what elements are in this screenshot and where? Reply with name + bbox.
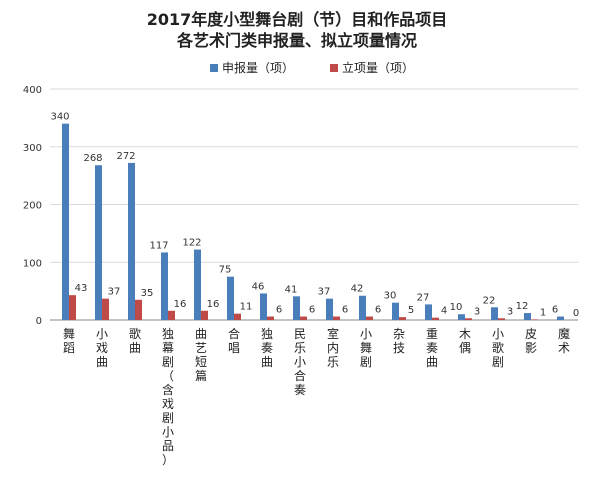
x-tick-label: 魔术 (558, 326, 570, 355)
data-label: 41 (285, 284, 298, 295)
bar-approved (267, 316, 274, 320)
data-label: 16 (207, 299, 220, 310)
data-label: 6 (552, 305, 558, 316)
x-tick-label: 民乐小合奏 (294, 327, 306, 397)
x-tick-label: 小歌剧 (492, 327, 504, 369)
bar-declared (128, 162, 135, 320)
x-tick-label: 独奏曲 (261, 327, 273, 369)
y-tick-label: 100 (23, 258, 42, 269)
data-label: 22 (483, 295, 496, 306)
x-tick-label: 杂技 (393, 327, 405, 355)
legend-swatch (330, 64, 338, 72)
x-tick-label: 独幕剧（含戏剧小品） (162, 327, 174, 467)
x-tick-label: 合唱 (228, 326, 240, 355)
x-tick-label: 小戏曲 (96, 327, 108, 369)
bar-declared (161, 252, 168, 320)
x-tick-label: 木偶 (459, 327, 471, 355)
bar-approved (531, 319, 538, 320)
bar-approved (399, 317, 406, 320)
data-label: 272 (116, 151, 135, 162)
bar-declared (260, 293, 267, 320)
bar-approved (498, 318, 505, 320)
data-label: 46 (252, 281, 265, 292)
y-tick-label: 0 (36, 316, 42, 327)
data-label: 10 (450, 302, 463, 313)
data-label: 4 (441, 306, 447, 317)
y-tick-label: 200 (23, 201, 42, 212)
data-label: 6 (342, 305, 348, 316)
y-tick-label: 400 (23, 85, 42, 96)
bar-approved (333, 316, 340, 320)
chart-title: 2017年度小型舞台剧（节）目和作品项目 (146, 10, 448, 29)
data-label: 340 (50, 112, 69, 123)
x-tick-label: 歌曲 (129, 326, 141, 355)
data-label: 3 (507, 306, 513, 317)
x-tick-label: 皮影 (525, 327, 537, 355)
data-label: 30 (384, 291, 397, 302)
bar-approved (201, 310, 208, 320)
data-label: 12 (516, 301, 529, 312)
data-label: 6 (276, 305, 282, 316)
bar-declared (293, 296, 300, 320)
data-label: 122 (182, 238, 201, 249)
data-label: 11 (240, 302, 253, 313)
data-label: 268 (83, 153, 102, 164)
bar-declared (458, 314, 465, 320)
data-label: 37 (318, 287, 331, 298)
bar-declared (227, 276, 234, 320)
bar-approved (135, 299, 142, 320)
y-tick-label: 300 (23, 143, 42, 154)
bar-approved (69, 295, 76, 320)
bar-approved (465, 318, 472, 320)
data-label: 37 (108, 287, 121, 298)
bar-approved (300, 316, 307, 320)
data-label: 6 (375, 305, 381, 316)
data-label: 27 (417, 292, 430, 303)
legend-label: 立项量（项） (342, 60, 414, 75)
data-label: 3 (474, 306, 480, 317)
bar-approved (366, 316, 373, 320)
data-label: 43 (75, 283, 88, 294)
data-label: 117 (149, 240, 168, 251)
bar-approved (234, 313, 241, 320)
legend-swatch (210, 64, 218, 72)
bar-declared (491, 307, 498, 320)
x-tick-label: 小舞剧 (360, 327, 372, 369)
bar-declared (392, 302, 399, 320)
x-tick-label: 重奏曲 (426, 327, 438, 369)
data-label: 5 (408, 305, 414, 316)
bar-declared (194, 249, 201, 320)
data-label: 0 (573, 308, 579, 319)
x-tick-label: 室内乐 (327, 326, 339, 369)
data-label: 42 (351, 284, 364, 295)
x-tick-label: 曲艺短篇 (195, 327, 207, 383)
data-label: 75 (219, 265, 232, 276)
bar-approved (168, 310, 175, 320)
bar-approved (102, 298, 109, 320)
data-label: 16 (174, 299, 187, 310)
data-label: 6 (309, 305, 315, 316)
data-label: 35 (141, 288, 154, 299)
legend-label: 申报量（项） (222, 60, 294, 75)
bar-approved (432, 317, 439, 320)
bar-declared (524, 313, 531, 320)
bar-declared (95, 165, 102, 320)
bar-declared (359, 295, 366, 320)
bar-declared (326, 298, 333, 320)
bar-declared (62, 123, 69, 321)
bar-declared (557, 316, 564, 320)
data-label: 1 (540, 307, 546, 318)
chart-subtitle: 各艺术门类申报量、拟立项量情况 (176, 31, 417, 50)
bar-declared (425, 304, 432, 320)
x-tick-label: 舞蹈 (63, 327, 75, 355)
